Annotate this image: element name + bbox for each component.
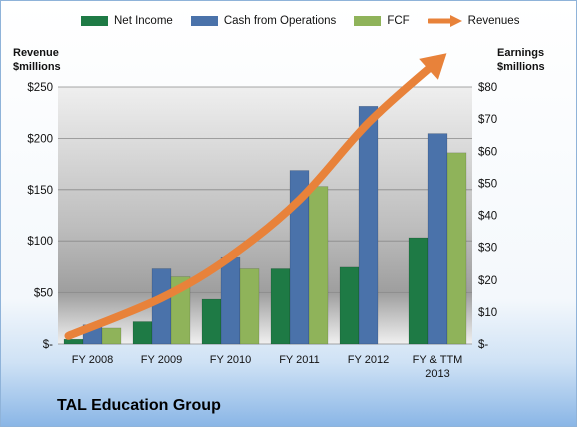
left-tick-label: $- (43, 339, 53, 351)
left-tick-label: $200 (27, 133, 53, 145)
left-axis-title: Revenue $millions (13, 46, 61, 74)
right-tick-label: $80 (478, 82, 497, 94)
legend-label-cash-ops: Cash from Operations (223, 15, 337, 27)
cash-ops-bar (427, 133, 448, 345)
legend-label-net-income: Net Income (114, 15, 173, 27)
category-label: 2013 (425, 368, 449, 380)
left-tick-label: $50 (34, 288, 53, 300)
legend-cash-ops: Cash from Operations (190, 15, 337, 27)
legend: Net Income Cash from Operations FCF Reve… (81, 15, 519, 27)
left-axis-title-line1: Revenue (13, 47, 59, 59)
right-tick-label: $70 (478, 114, 497, 126)
legend-fcf: FCF (354, 15, 410, 27)
right-axis-title: Earnings $millions (497, 46, 545, 74)
category-label: FY 2008 (72, 354, 113, 366)
legend-label-fcf: FCF (387, 15, 410, 27)
net-income-bar (132, 321, 153, 345)
left-axis-title-line2: $millions (13, 61, 61, 73)
right-tick-label: $- (478, 339, 488, 351)
fcf-bar (308, 186, 329, 345)
right-tick-label: $40 (478, 211, 497, 223)
right-tick-label: $20 (478, 275, 497, 287)
category-label: FY 2012 (348, 354, 389, 366)
left-tick-label: $250 (27, 82, 53, 94)
right-axis-title-line1: Earnings (497, 47, 545, 59)
cash-ops-bar (151, 268, 172, 345)
fcf-bar (446, 152, 467, 345)
net-income-bar (201, 298, 222, 345)
net-income-bar (408, 237, 429, 345)
right-axis-title-line2: $millions (497, 61, 545, 73)
right-tick-label: $60 (478, 146, 497, 158)
net-income-bar (339, 266, 360, 345)
plot-area (58, 87, 472, 344)
category-label: FY 2010 (210, 354, 251, 366)
fcf-bar (239, 268, 260, 345)
net-income-bar (270, 268, 291, 345)
legend-swatch-net-income (81, 16, 108, 26)
right-tick-label: $30 (478, 243, 497, 255)
category-label: FY 2011 (279, 354, 320, 366)
revenue-line (64, 57, 442, 340)
revenue-arrowhead (419, 53, 447, 80)
cash-ops-bar (358, 106, 379, 345)
left-tick-label: $100 (27, 236, 53, 248)
category-label: FY & TTM (413, 354, 463, 366)
legend-revenues: Revenues (427, 15, 520, 27)
legend-arrow-icon (427, 15, 462, 27)
company-name: TAL Education Group (57, 397, 221, 414)
legend-swatch-cash-ops (190, 16, 218, 26)
left-tick-label: $150 (27, 185, 53, 197)
net-income-bar (63, 338, 84, 345)
fcf-bar (101, 327, 122, 345)
right-tick-label: $10 (478, 307, 497, 319)
category-label: FY 2009 (141, 354, 182, 366)
cash-ops-bar (220, 257, 241, 345)
legend-net-income: Net Income (81, 15, 173, 27)
legend-swatch-fcf (354, 16, 382, 26)
right-tick-label: $50 (478, 178, 497, 190)
legend-label-revenues: Revenues (467, 15, 520, 27)
